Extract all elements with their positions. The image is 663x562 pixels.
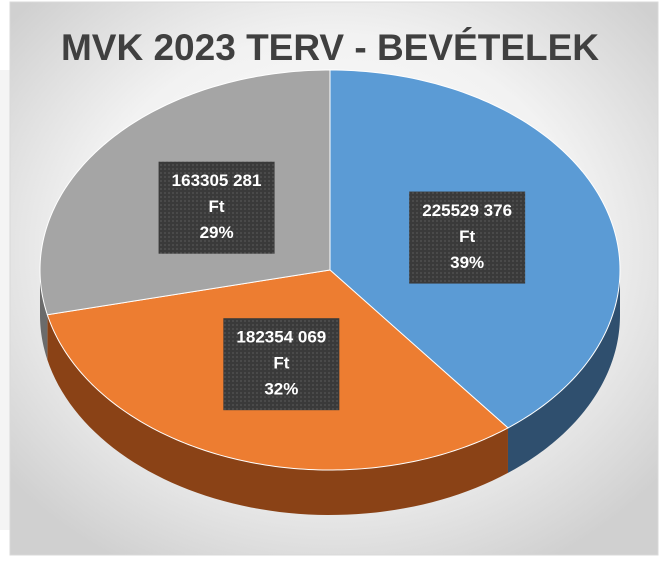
chart-title: MVK 2023 TERV - BEVÉTELEK — [61, 27, 599, 68]
data-label-percent: 39% — [450, 253, 484, 272]
data-label-value: 225529 376 — [422, 201, 512, 220]
slice-side — [507, 270, 620, 473]
data-label-unit: Ft — [459, 227, 475, 246]
data-label-percent: 29% — [200, 223, 234, 242]
data-label-percent: 32% — [264, 380, 298, 399]
data-label-value: 182354 069 — [236, 328, 326, 347]
data-label-box — [158, 161, 275, 254]
data-label-value: 163305 281 — [172, 171, 262, 190]
slice-side — [40, 270, 48, 360]
data-label-unit: Ft — [273, 354, 289, 373]
slice-side — [47, 314, 508, 515]
data-label-box — [409, 191, 526, 284]
data-label-box — [223, 318, 340, 411]
data-label-unit: Ft — [209, 197, 225, 216]
